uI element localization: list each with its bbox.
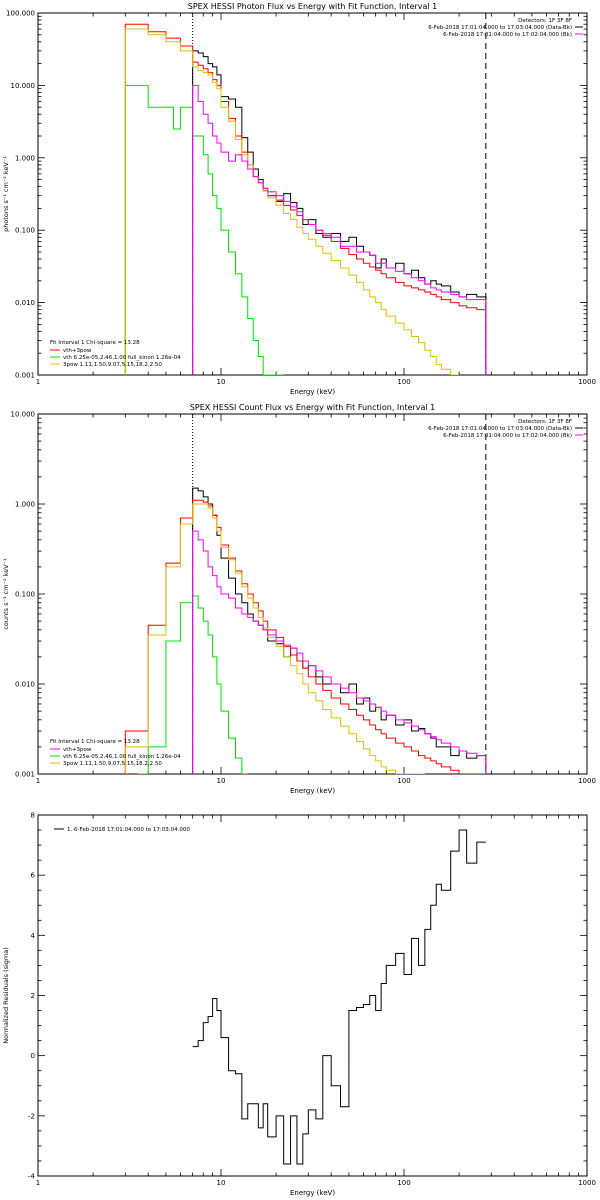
x-axis-label: Energy (keV) [290,787,335,795]
y-tick-label: 8 [31,812,35,820]
series-group [124,487,487,774]
legend-topright-text: Detectors: 1F 3F 8F [518,419,572,425]
x-axis-label: Energy (keV) [290,1189,335,1197]
series-line-bk [192,84,487,375]
legend-text: 1. 6-Feb-2018 17:01:04.000 to 17:03:04.0… [67,827,190,833]
legend-bottomleft-text: vth+3pow [63,348,92,354]
legend-bottomleft-text: vth+3pow [63,747,92,753]
y-tick-label: 4 [31,932,36,940]
y-tick-label: 0.010 [15,681,35,689]
x-tick-label: 100 [397,1179,410,1187]
legend-topright-text: 6-Feb-2018 17:01:04.000 to 17:03:04.000 … [428,25,572,31]
y-tick-label: 0.001 [15,771,35,779]
series-group [192,829,486,1165]
legend-topright-text: 6-Feb-2018 17:01:04.000 to 17:02:04.000 … [443,32,572,38]
x-tick-label: 1000 [578,1179,596,1187]
y-tick-label: 1.000 [15,501,35,509]
series-group [124,23,487,375]
series-line-vth [137,595,248,774]
series-line-bk [192,530,487,774]
panel-2: SPEX HESSI Count Flux vs Energy with Fit… [2,403,596,795]
y-tick-label: 1.000 [15,154,35,162]
y-tick-label: 0.100 [15,227,35,235]
y-tick-label: 0.001 [15,372,35,380]
panel-1: SPEX HESSI Photon Flux vs Energy with Fi… [2,2,596,396]
legend-bottomleft-text: 3pow 1.11,1.50,9.07,5.15,18.2,2.50 [63,761,162,767]
chart-title: SPEX HESSI Photon Flux vs Energy with Fi… [188,2,438,11]
legend-topright-text: 6-Feb-2018 17:01:04.000 to 17:03:04.000 … [428,426,572,432]
y-tick-label: 0 [31,1052,35,1060]
axes-frame [37,814,588,1177]
series-line-vth [124,84,284,375]
fit-info: Fit Interval 1 Chi-square = 13.28 [50,739,140,745]
legend-topright-text: Detectors: 1F 3F 8F [518,18,572,24]
y-tick-label: 2 [31,992,35,1000]
y-tick-label: 6 [31,872,36,880]
x-tick-label: 10 [217,777,226,785]
y-tick-label: 10.000 [11,411,36,419]
chart-title: SPEX HESSI Count Flux vs Energy with Fit… [190,403,435,412]
x-tick-label: 1 [36,1179,40,1187]
x-tick-label: 10 [217,1179,226,1187]
series-line-3pow [124,503,425,774]
x-tick-label: 1000 [578,777,596,785]
legend-bottomleft-text: 3pow 1.11,1.50,9.07,5.15,18.2,2.50 [63,362,162,368]
y-tick-label: 100.000 [6,10,35,18]
panel-3: 1 10 100 1000 Energy (keV) -4 -2 0 2 4 6 8 Normalize… [2,812,596,1198]
axes-frame [37,413,588,775]
x-tick-label: 1 [36,378,40,386]
series-line-data-bk [192,50,487,375]
fit-info: Fit Interval 1 Chi-square = 13.28 [50,340,140,346]
y-tick-label: 10.000 [11,82,36,90]
series-line-1-6-feb-2018-17-01-04-000-to-17-03-04-000 [192,829,486,1165]
series-line-data-bk [192,487,487,774]
legend-bottomleft-text: vth 6.25e-05,2.46,1.00 full_kinon 1.26e-… [63,355,181,361]
y-axis-label: Normalized Residuals (sigma) [2,947,10,1044]
series-line-vth-3pow [124,499,486,774]
series-line-vth-3pow [124,23,487,375]
x-tick-label: 1000 [578,378,596,386]
axes-frame [37,12,588,376]
legend-bottomleft-text: vth 6.25e-05,2.46,1.00 full_kinon 1.26e-… [63,754,181,760]
x-tick-label: 100 [397,378,410,386]
series-line-3pow [124,28,460,375]
x-tick-label: 1 [36,777,40,785]
x-tick-label: 100 [397,777,410,785]
legend-topright-text: 6-Feb-2018 17:01:04.000 to 17:02:04.000 … [443,433,572,439]
y-tick-label: 0.100 [15,591,35,599]
x-axis-label: Energy (keV) [290,388,335,396]
y-tick-label: -2 [28,1112,35,1120]
y-axis-label: photons s⁻¹ cm⁻² keV⁻¹ [2,156,10,232]
x-tick-label: 10 [217,378,226,386]
y-axis-label: counts s⁻¹ cm⁻² keV⁻¹ [2,558,10,630]
y-tick-label: 0.010 [15,299,35,307]
y-tick-label: -4 [28,1173,36,1181]
